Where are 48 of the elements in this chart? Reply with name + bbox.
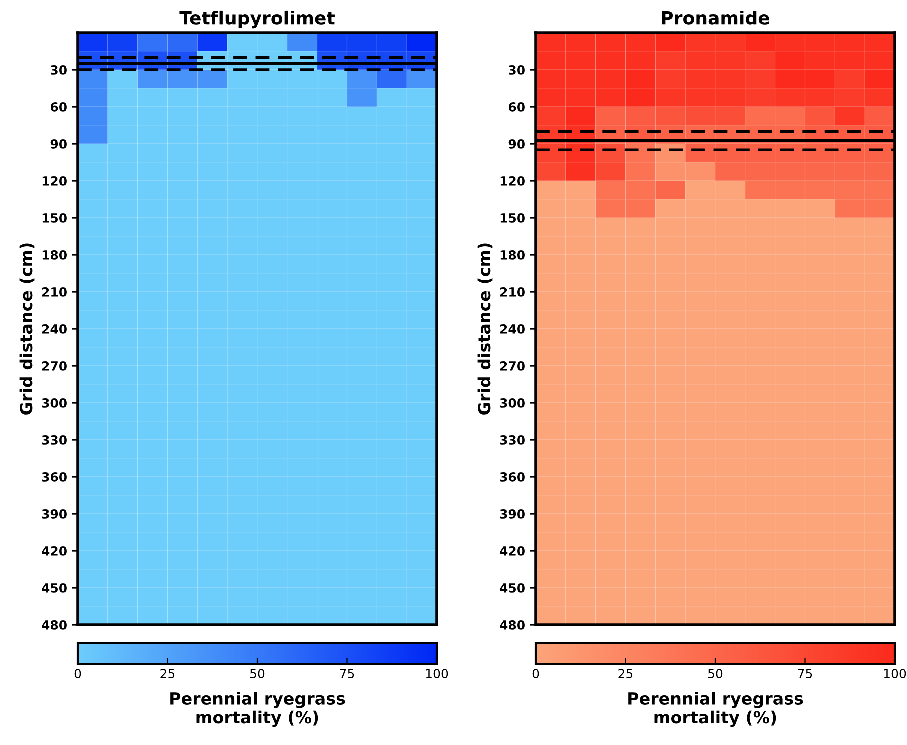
- y-tick-label: 300: [42, 398, 67, 408]
- color-bar-label: 100: [884, 669, 906, 679]
- color-bar-label: 100: [426, 669, 448, 679]
- y-tick-label: 390: [500, 509, 525, 519]
- y-tick-label: 210: [42, 287, 67, 297]
- y-tick-label: 90: [50, 139, 67, 149]
- y-tick-label: 360: [500, 472, 525, 482]
- y-tick-label: 180: [42, 250, 67, 260]
- y-tick-label: 30: [51, 65, 67, 75]
- y-tick-label: 330: [500, 435, 525, 445]
- y-tick-label: 270: [42, 361, 67, 371]
- y-tick-label: 150: [42, 213, 67, 223]
- y-tick-label: 90: [508, 139, 525, 149]
- y-tick-label: 60: [50, 102, 67, 112]
- y-tick-label: 270: [500, 361, 525, 371]
- color-bar-title: Perennial ryegrass mortality (%): [170, 692, 346, 728]
- y-tick-label: 420: [500, 546, 525, 556]
- y-tick-label: 450: [42, 583, 67, 593]
- color-bar-label: 0: [532, 669, 540, 679]
- chart-title: Tetflupyrolimet: [180, 10, 335, 29]
- y-tick-label: 60: [508, 102, 525, 112]
- color-bar-label: 25: [618, 669, 633, 679]
- y-tick-label: 420: [42, 546, 67, 556]
- y-tick-label: 30: [509, 65, 525, 75]
- y-tick-label: 300: [500, 398, 525, 408]
- y-tick-label: 120: [42, 176, 67, 186]
- y-tick-label: 120: [500, 176, 525, 186]
- y-tick-label: 390: [42, 509, 67, 519]
- y-tick-label: 180: [500, 250, 525, 260]
- y-tick-label: 240: [42, 324, 67, 334]
- y-axis-title: Grid distance (cm): [478, 244, 493, 415]
- color-bar-label: 50: [708, 669, 723, 679]
- color-bar-label: 75: [340, 669, 354, 679]
- y-tick-label: 240: [500, 324, 525, 334]
- chart-title: Pronamide: [662, 10, 770, 25]
- y-tick-label: 480: [500, 620, 525, 630]
- y-tick-label: 150: [500, 213, 525, 223]
- color-bar-label: 25: [160, 669, 175, 679]
- color-bar-label: 75: [798, 669, 812, 679]
- y-tick-label: 450: [500, 583, 525, 593]
- y-tick-label: 210: [500, 287, 525, 297]
- color-bar-label: 0: [74, 669, 82, 679]
- color-bar-title: Perennial ryegrass mortality (%): [628, 692, 804, 728]
- y-tick-label: 480: [42, 620, 67, 630]
- y-tick-label: 330: [42, 435, 67, 445]
- y-tick-label: 360: [42, 472, 67, 482]
- color-bar-label: 50: [250, 669, 265, 679]
- y-axis-title: Grid distance (cm): [20, 244, 35, 415]
